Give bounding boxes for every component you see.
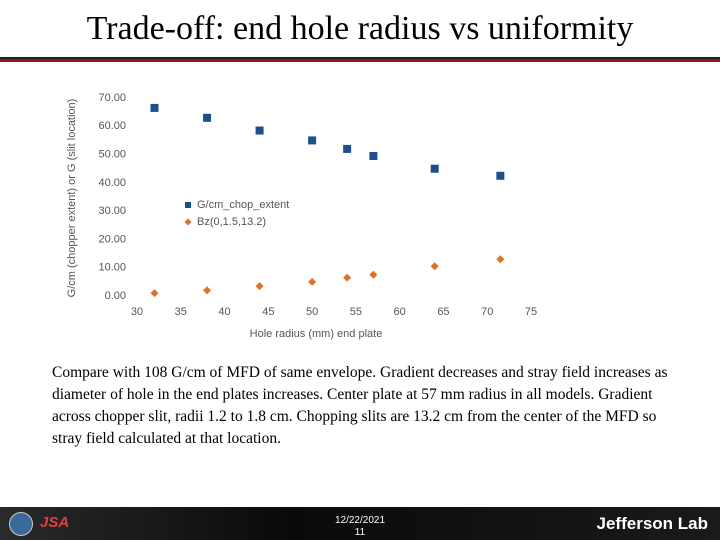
y-tick-label: 50.00 <box>98 148 126 160</box>
logo-right: Jefferson Lab <box>596 514 708 533</box>
y-tick-label: 20.00 <box>98 233 126 245</box>
chart: G/cm (chopper extent) or G (slit locatio… <box>66 92 537 340</box>
data-point <box>255 282 264 291</box>
data-point <box>203 113 212 122</box>
footer-date: 12/22/2021 <box>334 515 386 526</box>
x-tick-label: 45 <box>262 306 274 318</box>
y-tick-label: 60.00 <box>98 120 126 132</box>
data-point <box>255 126 264 135</box>
footer: JSA 12/22/2021 11 Jefferson Lab <box>0 507 720 540</box>
y-tick-label: 30.00 <box>98 205 126 217</box>
data-point <box>430 262 439 271</box>
y-tick-label: 0.00 <box>105 290 126 302</box>
y-tick-label: 10.00 <box>98 262 126 274</box>
data-point <box>308 136 317 145</box>
x-tick-label: 70 <box>481 306 493 318</box>
slide-title: Trade-off: end hole radius vs uniformity <box>86 10 634 47</box>
seal-icon <box>9 512 33 536</box>
x-tick-label: 35 <box>175 306 187 318</box>
legend-swatch <box>185 202 191 208</box>
data-point <box>150 289 159 298</box>
data-point <box>430 164 439 173</box>
logo-left: JSA <box>40 514 70 531</box>
x-tick-label: 40 <box>218 306 230 318</box>
page-number: 11 <box>354 527 366 538</box>
body-text: Compare with 108 G/cm of MFD of same env… <box>52 364 668 447</box>
x-tick-label: 65 <box>437 306 449 318</box>
y-tick-label: 70.00 <box>98 92 126 104</box>
data-point <box>496 171 505 180</box>
legend-label: Bz(0,1.5,13.2) <box>197 216 266 228</box>
data-point <box>203 286 212 295</box>
x-tick-label: 75 <box>525 306 537 318</box>
x-axis-label: Hole radius (mm) end plate <box>250 328 383 340</box>
x-tick-label: 55 <box>350 306 362 318</box>
data-point <box>308 277 317 286</box>
data-point <box>150 103 159 112</box>
legend-label: G/cm_chop_extent <box>197 199 289 211</box>
y-axis-label: G/cm (chopper extent) or G (slit locatio… <box>66 99 78 298</box>
x-tick-label: 60 <box>394 306 406 318</box>
data-point <box>343 273 352 282</box>
data-point <box>343 144 352 153</box>
data-point <box>496 255 505 264</box>
y-tick-label: 40.00 <box>98 177 126 189</box>
legend-swatch <box>184 218 192 226</box>
x-tick-label: 30 <box>131 306 143 318</box>
title-stripe <box>0 57 720 62</box>
data-point <box>369 151 378 160</box>
x-tick-label: 50 <box>306 306 318 318</box>
data-point <box>369 270 378 279</box>
